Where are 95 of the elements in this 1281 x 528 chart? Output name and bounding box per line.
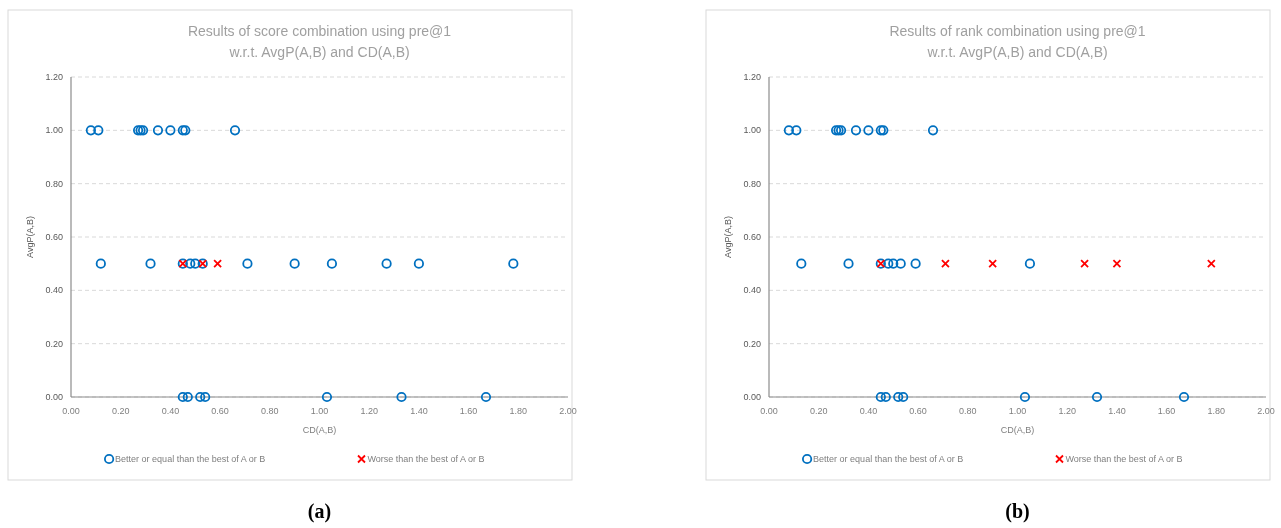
point [95, 258, 106, 269]
point [880, 391, 891, 403]
y-tick-label: 0.60 [45, 232, 63, 242]
x-tick-label: 1.40 [410, 406, 428, 416]
point [190, 258, 201, 269]
point [1178, 391, 1190, 403]
point [177, 391, 188, 403]
x-tick-label: 1.80 [509, 406, 528, 416]
y-tick-label: 0.00 [743, 392, 761, 402]
y-tick-label: 0.40 [45, 285, 63, 296]
point [152, 125, 164, 136]
x-tick-label: 0.40 [859, 406, 878, 416]
point [863, 125, 874, 136]
point [480, 391, 492, 403]
point [1019, 391, 1031, 403]
point [898, 391, 909, 403]
point [213, 259, 223, 269]
point [927, 125, 939, 136]
point [508, 258, 519, 269]
x-tick-label: 0.00 [760, 406, 778, 416]
point [85, 125, 96, 136]
point [396, 391, 407, 403]
point [93, 125, 104, 136]
point [796, 258, 807, 269]
x-tick-label: 0.60 [909, 406, 927, 416]
point [229, 125, 241, 136]
chart-title: Results of score combination using pre@1 w.r.t. AvgP(A,B) and CD(A,B) [187, 23, 452, 60]
point [1024, 258, 1036, 269]
point [200, 391, 211, 403]
point [1091, 391, 1103, 403]
y-tick-label: 1.00 [45, 125, 63, 136]
x-axis-title: CD(A,B) [1000, 425, 1035, 435]
x-tick-label: 1.60 [459, 406, 478, 416]
point [185, 258, 196, 269]
point [321, 391, 333, 403]
x-tick-label: 1.20 [1058, 406, 1076, 416]
point [783, 125, 794, 136]
x-tick-label: 0.20 [111, 406, 130, 416]
x-tick-label: 0.80 [261, 406, 279, 416]
y-tick-label: 0.20 [45, 338, 63, 349]
text: (b) [1005, 500, 1030, 523]
y-tick-label: 1.00 [743, 125, 761, 136]
point [413, 258, 424, 269]
y-tick-label: 1.20 [45, 72, 63, 82]
x-tick-label: 1.00 [310, 406, 329, 416]
point [1112, 259, 1122, 269]
point [988, 259, 998, 269]
x-axis-title: CD(A,B) [302, 425, 337, 435]
legend-label: Worse than the best of A or B [1065, 454, 1183, 464]
point [883, 258, 894, 269]
y-tick-label: 0.00 [45, 392, 63, 402]
x-tick-label: 0.00 [62, 406, 80, 416]
point [182, 391, 193, 403]
point [895, 258, 906, 269]
y-tick-label: 0.80 [743, 178, 761, 189]
point [242, 258, 253, 269]
point [165, 125, 176, 136]
point [145, 258, 156, 269]
point [941, 259, 950, 269]
x-tick-label: 0.40 [161, 406, 180, 416]
x-tick-label: 1.80 [1207, 406, 1226, 416]
point [195, 391, 206, 403]
point [843, 258, 854, 269]
chart-title: Results of rank combination using pre@1 w.r.t. AvgP(A,B) and CD(A,B) [889, 23, 1146, 60]
legend-label: Better or equal than the best of A or B [813, 454, 964, 464]
y-axis-title: AvgP(A,B) [25, 216, 35, 258]
legend-label: Better or equal than the best of A or B [115, 454, 266, 464]
point [875, 391, 886, 403]
x-tick-label: 1.40 [1108, 406, 1126, 416]
point [1080, 259, 1089, 269]
x-tick-label: 0.60 [211, 406, 229, 416]
point [850, 125, 862, 136]
text: (a) [307, 500, 332, 523]
y-tick-label: 0.20 [743, 338, 761, 349]
point [326, 258, 338, 269]
x-tick-label: 2.00 [559, 406, 577, 416]
x-tick-label: 1.60 [1157, 406, 1176, 416]
point [381, 258, 392, 269]
y-tick-label: 0.60 [743, 232, 761, 242]
y-tick-label: 0.80 [45, 178, 63, 189]
x-tick-label: 1.00 [1008, 406, 1027, 416]
point [888, 258, 899, 269]
point [791, 125, 802, 136]
x-tick-label: 2.00 [1257, 406, 1275, 416]
x-tick-label: 1.20 [360, 406, 378, 416]
y-tick-label: 1.20 [743, 72, 761, 82]
x-tick-label: 0.80 [959, 406, 977, 416]
x-tick-label: 0.20 [809, 406, 828, 416]
y-tick-label: 0.40 [743, 285, 761, 296]
legend-label: Worse than the best of A or B [367, 454, 485, 464]
point [289, 258, 300, 269]
point [1206, 259, 1216, 269]
point [910, 258, 921, 269]
point [893, 391, 904, 403]
y-axis-title: AvgP(A,B) [723, 216, 733, 258]
